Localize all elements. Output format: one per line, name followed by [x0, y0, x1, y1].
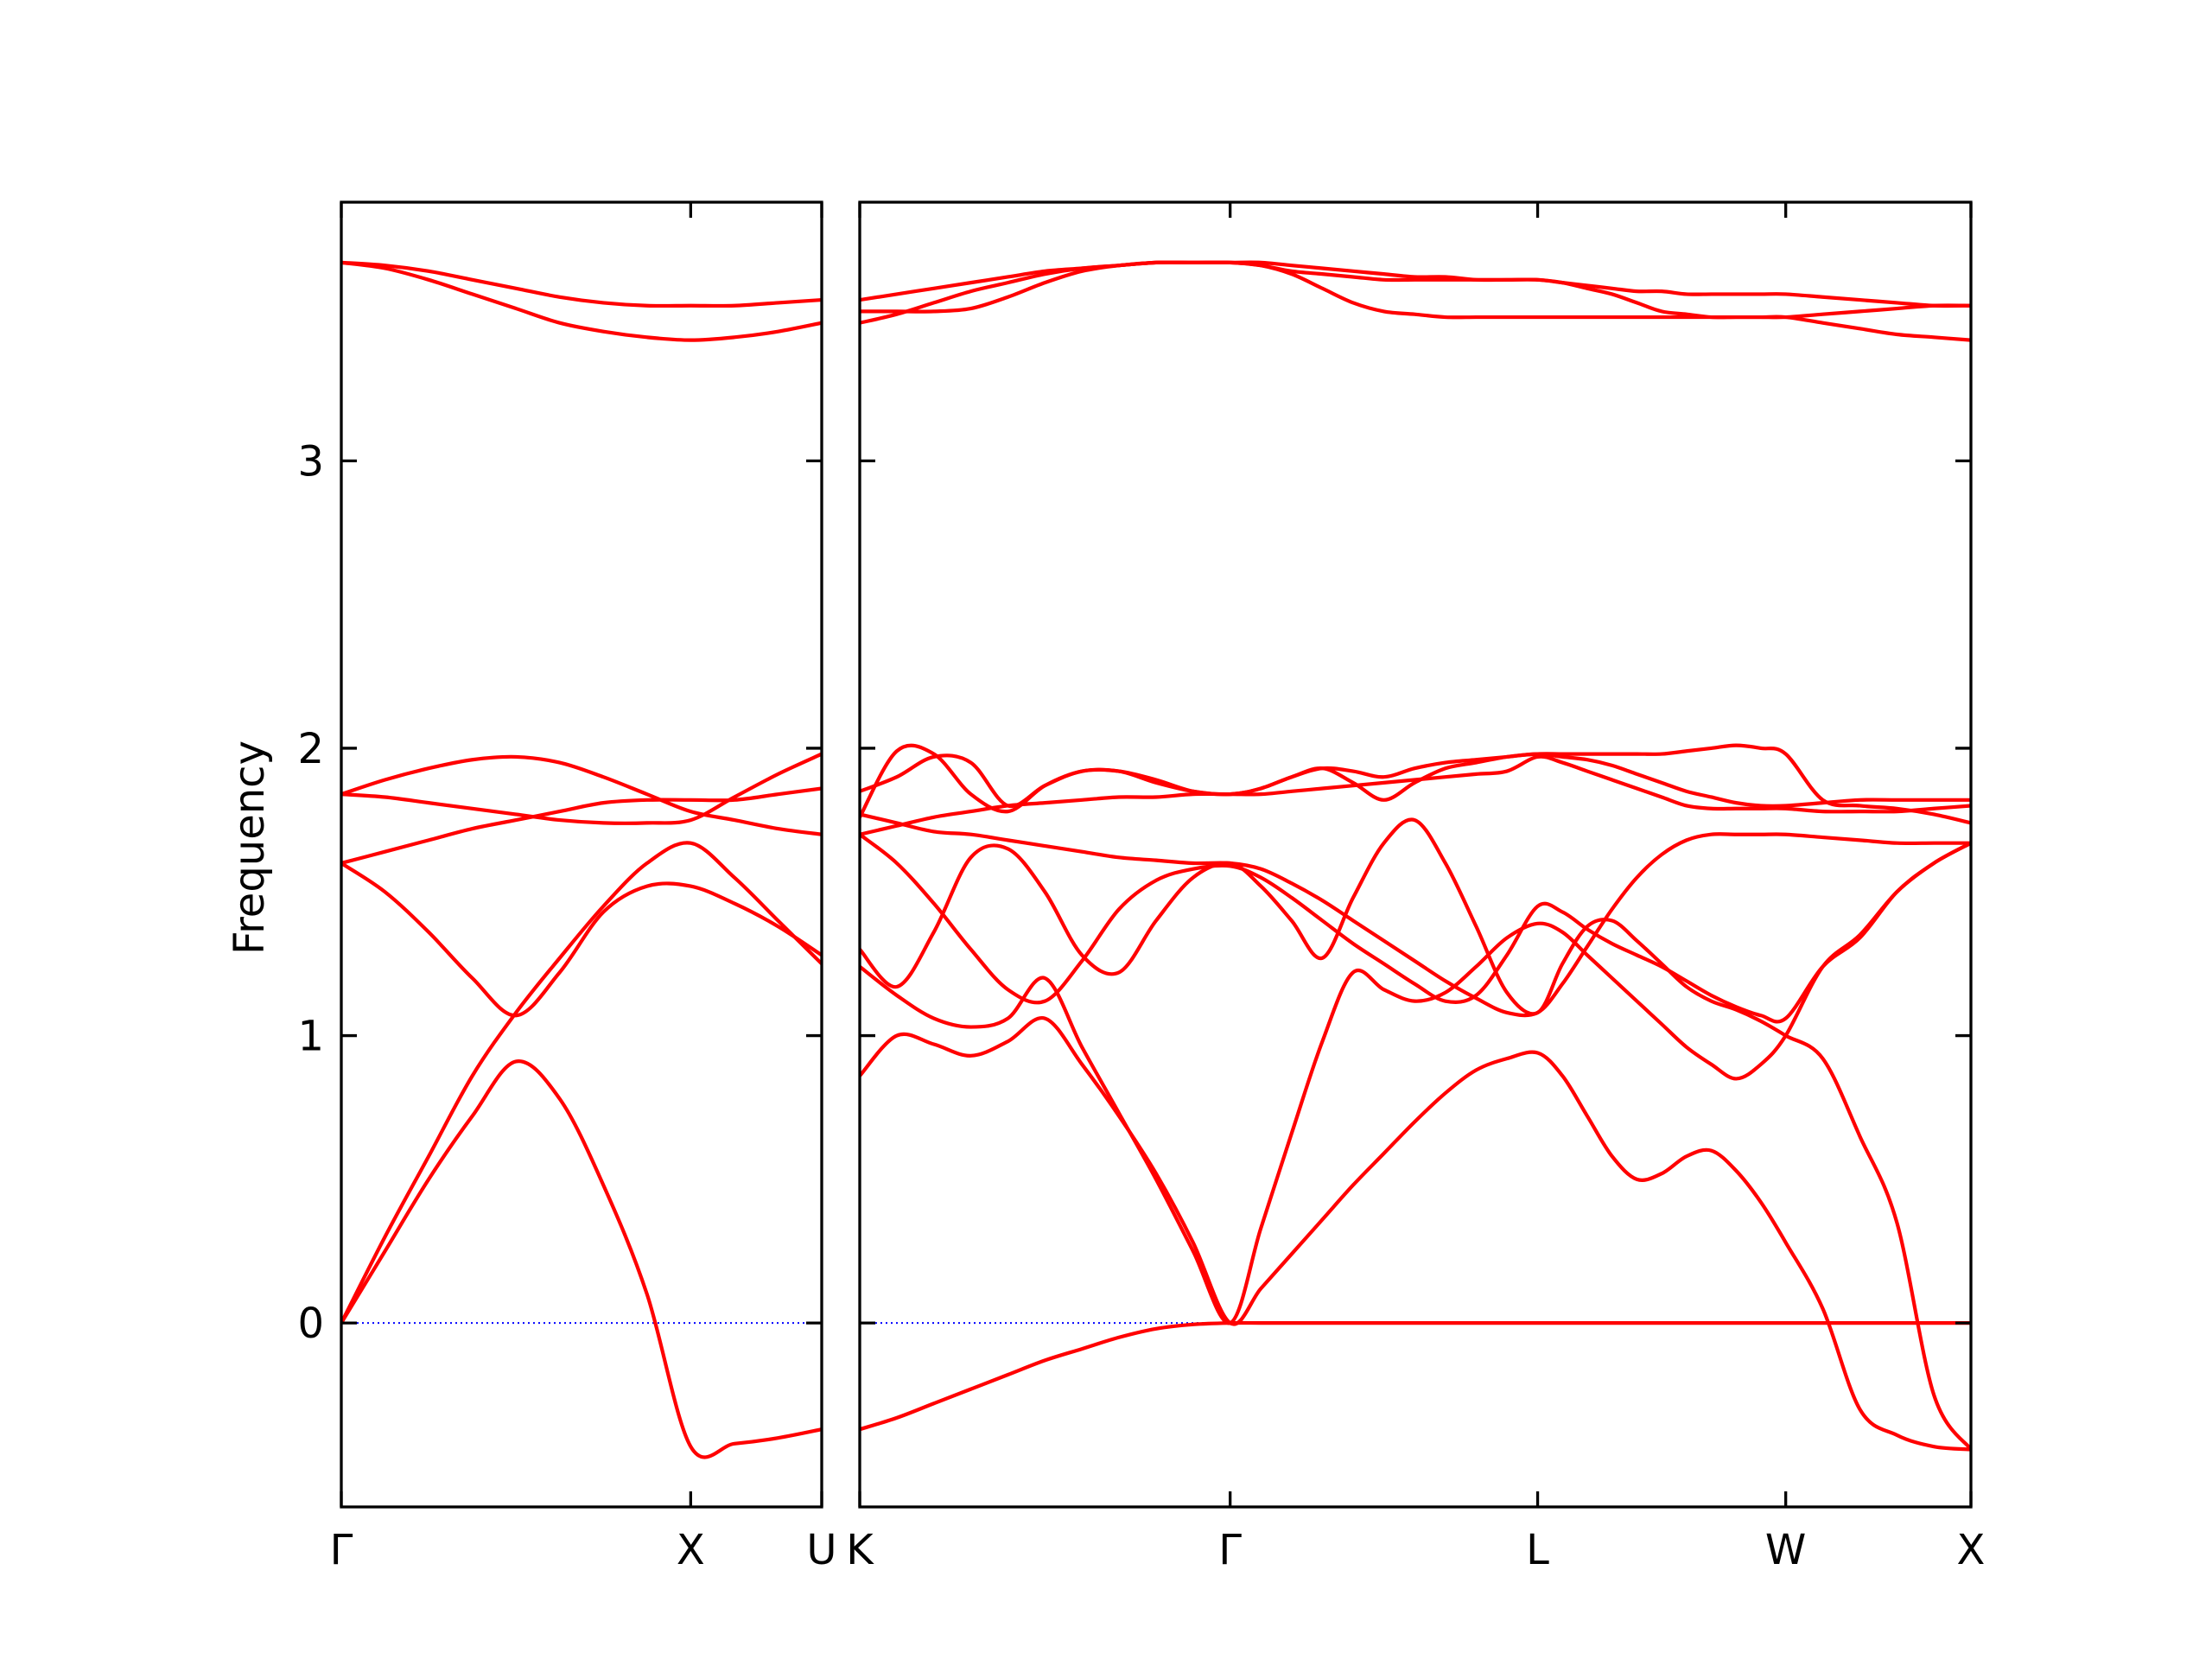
band-4 [860, 817, 1971, 1452]
band-7 [860, 754, 1971, 836]
bands [341, 260, 822, 1459]
x-tick-label: K [846, 1526, 874, 1574]
band-1 [860, 1320, 1971, 1432]
y-tick-label: 2 [297, 725, 324, 773]
band-1 [341, 1059, 822, 1459]
x-tick-label: W [1765, 1526, 1806, 1574]
axes-frame [858, 200, 1973, 1509]
band-6 [860, 812, 1971, 1018]
band-3 [860, 841, 1971, 1325]
band-5 [860, 832, 1971, 1024]
band-11 [860, 260, 1971, 320]
band-6 [341, 754, 822, 836]
bands [860, 260, 1971, 1452]
x-tick-label: X [1957, 1526, 1986, 1574]
band-12 [860, 260, 1971, 308]
band-7 [341, 260, 822, 342]
x-tick-label: X [677, 1526, 705, 1574]
band-4 [341, 786, 822, 866]
panel-1: 0 1 2 3 Γ X U [297, 200, 837, 1574]
y-tick-label: 0 [297, 1300, 324, 1348]
x-tick-label: U [806, 1526, 836, 1574]
band-2 [341, 841, 822, 1325]
x-tick-label: Γ [1218, 1526, 1242, 1574]
y-tick-label: 1 [297, 1013, 324, 1061]
y-axis-label: Frequency [226, 741, 274, 955]
band-5 [341, 752, 822, 825]
x-tick-label: Γ [330, 1526, 353, 1574]
band-3 [341, 861, 822, 1018]
band-2 [860, 1016, 1971, 1452]
x-tick-label: L [1526, 1526, 1549, 1574]
axes-frame [340, 200, 823, 1509]
band-9 [860, 743, 1971, 819]
y-tick-label: 3 [297, 437, 324, 486]
panels-layer: 0 1 2 3 Γ X U K Γ L W X [297, 200, 1986, 1574]
band-8 [341, 260, 822, 308]
